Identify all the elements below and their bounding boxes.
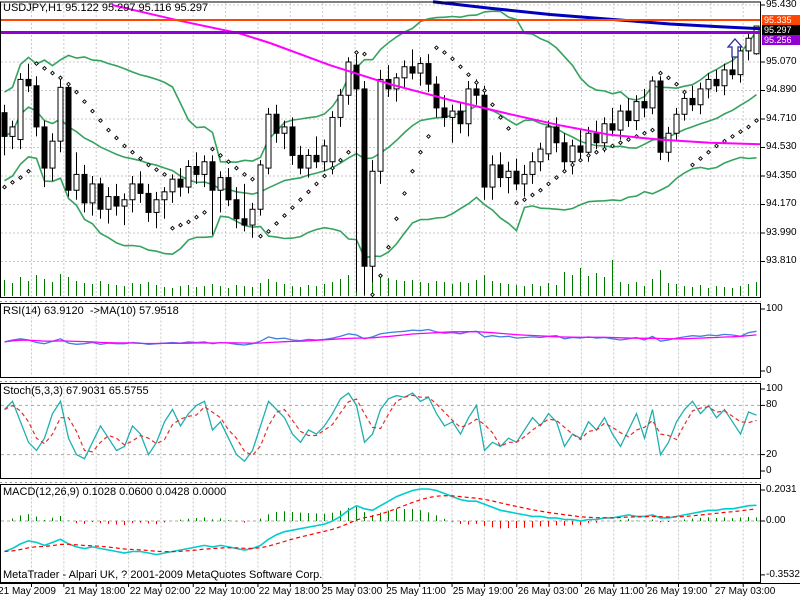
- panel-separator[interactable]: [0, 379, 761, 383]
- panel-separator[interactable]: [0, 480, 761, 484]
- panel-separator[interactable]: [0, 299, 761, 303]
